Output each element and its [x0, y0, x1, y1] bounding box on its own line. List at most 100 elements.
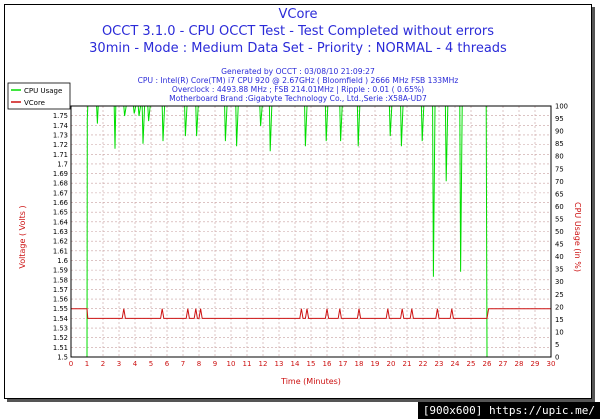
- y-left-tick-label: 1.53: [53, 325, 68, 333]
- y-left-tick-label: 1.61: [53, 247, 68, 255]
- y-left-tick-label: 1.67: [53, 189, 68, 197]
- x-tick-label: 10: [227, 360, 236, 368]
- y-left-tick-label: 1.69: [53, 170, 68, 178]
- chart-plot: 0 1 2 3 4 5 6 7 8 9 10 11 12 13 14 15 16 17 18 19 20 21 22 23 24…: [7, 82, 582, 386]
- y-left-tick-label: 1.66: [53, 199, 68, 207]
- y-left-tick-label: 1.74: [53, 122, 68, 130]
- info-overclock: Overclock : 4493.88 MHz ; FSB 214.01MHz …: [171, 85, 425, 94]
- y-left-tick-label: 1.5: [57, 354, 68, 362]
- x-tick-label: 16: [323, 360, 332, 368]
- y-left-tick-label: 1.62: [53, 238, 68, 246]
- x-axis-label: Time (Minutes): [280, 377, 341, 386]
- x-tick-label: 7: [181, 360, 185, 368]
- y-left-tick-label: 1.51: [53, 344, 68, 352]
- y-right-tick-label: 85: [555, 140, 564, 148]
- y-left-tick-label: 1.68: [53, 180, 68, 188]
- plot-area-border: [70, 105, 552, 358]
- x-tick-label: 3: [117, 360, 121, 368]
- y-right-tick-label: 50: [555, 228, 564, 236]
- x-tick-label: 27: [499, 360, 508, 368]
- series-line-cpu-usage: [71, 105, 551, 358]
- series-line-vcore: [71, 308, 551, 319]
- x-tick-label: 17: [339, 360, 348, 368]
- y-left-tick-label: 1.52: [53, 334, 68, 342]
- x-tick-label: 13: [275, 360, 284, 368]
- y-right-tick-label: 30: [555, 278, 564, 286]
- y-left-tick-label: 1.65: [53, 209, 68, 217]
- y-left-tick-label: 1.7: [57, 160, 68, 168]
- x-tick-label: 19: [371, 360, 380, 368]
- legend-cpu-label: CPU Usage: [24, 87, 62, 95]
- y-right-tick-label: 25: [555, 291, 564, 299]
- watermark-badge: [900x600] https://upic.me/: [417, 402, 600, 419]
- x-tick-label: 30: [547, 360, 556, 368]
- y-left-tick-label: 1.71: [53, 151, 68, 159]
- x-tick-label: 12: [259, 360, 268, 368]
- y-left-tick-label: 1.75: [53, 112, 68, 120]
- x-tick-label: 2: [101, 360, 105, 368]
- x-tick-label: 21: [403, 360, 412, 368]
- x-tick-label: 22: [419, 360, 428, 368]
- chart-frame: VCore OCCT 3.1.0 - CPU OCCT Test - Test …: [4, 4, 592, 399]
- y-right-tick-label: 20: [555, 303, 564, 311]
- y-right-tick-label: 65: [555, 190, 564, 198]
- y-right-tick-label: 10: [555, 328, 564, 336]
- info-cpu: CPU : Intel(R) Core(TM) i7 CPU 920 @ 2.6…: [137, 76, 459, 85]
- y-left-tick-label: 1.72: [53, 141, 68, 149]
- x-tick-label: 8: [197, 360, 201, 368]
- y-right-tick-label: 45: [555, 241, 564, 249]
- y-left-tick-label: 1.55: [53, 305, 68, 313]
- y-left-tick-label: 1.56: [53, 296, 68, 304]
- x-tick-label: 20: [387, 360, 396, 368]
- y-right-tick-label: 75: [555, 165, 564, 173]
- y-right-tick-label: 60: [555, 203, 564, 211]
- y-right-tick-label: 55: [555, 215, 564, 223]
- y-right-tick-label: 100: [555, 103, 568, 111]
- x-tick-label: 25: [467, 360, 476, 368]
- y-left-tick-label: 1.73: [53, 131, 68, 139]
- x-tick-label: 1: [85, 360, 89, 368]
- chart-title: VCore: [278, 7, 318, 22]
- x-tick-label: 0: [69, 360, 73, 368]
- y-left-ticks: 1.5 1.51 1.521.53 1.54 1.551.56 1.57 1.581.59 1…: [53, 112, 68, 361]
- x-tick-label: 14: [291, 360, 300, 368]
- x-tick-label: 18: [355, 360, 364, 368]
- x-tick-label: 28: [515, 360, 524, 368]
- x-tick-label: 6: [165, 360, 170, 368]
- y-left-tick-label: 1.63: [53, 228, 68, 236]
- x-tick-label: 11: [243, 360, 252, 368]
- x-axis-ticks: 0 1 2 3 4 5 6 7 8 9 10 11 12 13 14 15 16 17 18 19 20 21 22 23 24…: [69, 360, 556, 368]
- x-tick-label: 23: [435, 360, 444, 368]
- y-axis-left-label: Voltage ( Volts ): [18, 205, 27, 268]
- x-tick-label: 5: [149, 360, 153, 368]
- y-right-tick-label: 95: [555, 115, 564, 123]
- x-tick-label: 4: [133, 360, 138, 368]
- y-left-tick-label: 1.54: [53, 315, 68, 323]
- x-tick-label: 9: [213, 360, 217, 368]
- y-left-tick-label: 1.64: [53, 218, 68, 226]
- x-tick-label: 15: [307, 360, 316, 368]
- chart-subtitle-1: OCCT 3.1.0 - CPU OCCT Test - Test Comple…: [101, 24, 495, 39]
- y-right-tick-label: 5: [555, 341, 559, 349]
- chart-subtitle-2: 30min - Mode : Medium Data Set - Priorit…: [89, 41, 507, 56]
- y-right-tick-label: 0: [555, 354, 559, 362]
- x-tick-label: 24: [451, 360, 460, 368]
- y-left-tick-label: 1.59: [53, 267, 68, 275]
- y-right-tick-label: 80: [555, 153, 564, 161]
- y-right-tick-label: 35: [555, 266, 564, 274]
- x-tick-label: 29: [531, 360, 540, 368]
- y-left-tick-label: 1.6: [57, 257, 68, 265]
- y-right-tick-label: 90: [555, 128, 564, 136]
- y-left-tick-label: 1.58: [53, 276, 68, 284]
- y-right-tick-label: 15: [555, 316, 564, 324]
- series-lines: [71, 105, 551, 358]
- y-left-tick-label: 1.57: [53, 286, 68, 294]
- info-generated: Generated by OCCT : 03/08/10 21:09:27: [221, 67, 375, 76]
- legend: CPU Usage VCore: [7, 82, 71, 110]
- y-right-tick-label: 70: [555, 178, 564, 186]
- y-axis-right-label: CPU Usage (in %): [573, 202, 582, 272]
- y-right-tick-label: 40: [555, 253, 564, 261]
- y-right-ticks: 0 5 10 15 20 25 30 35 40 45 50 55 60 65 70 75 80 85 90 95 10…: [555, 103, 568, 362]
- x-tick-label: 26: [483, 360, 492, 368]
- info-motherboard: Motherboard Brand :Gigabyte Technology C…: [169, 94, 427, 103]
